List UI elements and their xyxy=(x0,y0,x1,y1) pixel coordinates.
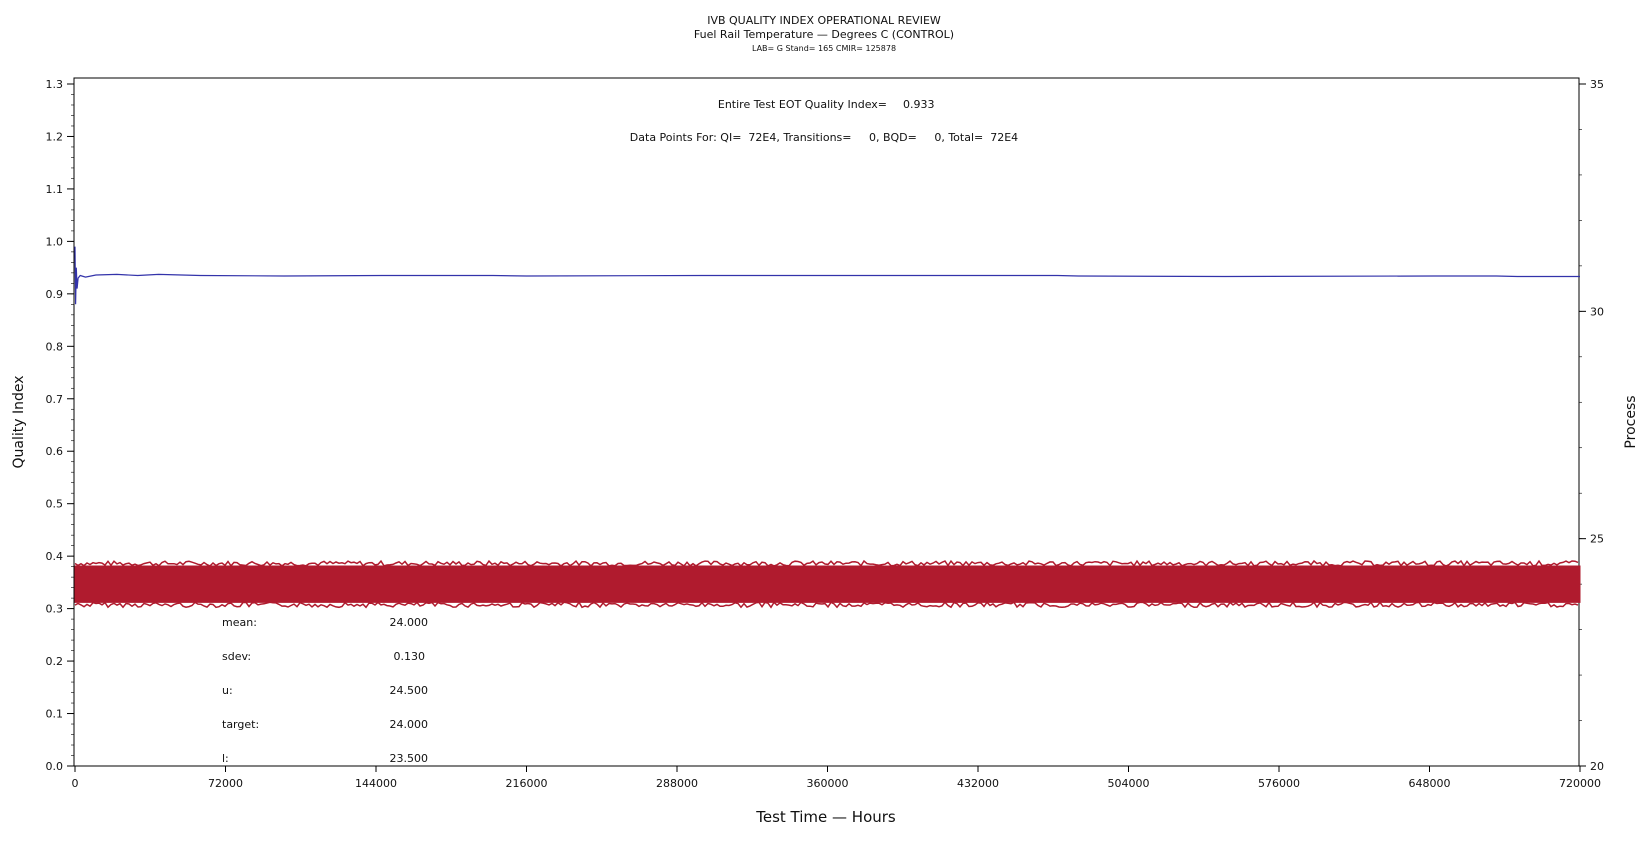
y-axis: 0.0 0.1 0.2 0.3 0.4 0.5 0.6 0.7 0.8 0.9 1.0 1.1 1.2 1… xyxy=(46,78,74,773)
chart-title: IVB QUALITY INDEX OPERATIONAL REVIEW xyxy=(707,14,941,27)
y-tick-label: 1.3 xyxy=(46,78,64,91)
stat-label-mean: mean: xyxy=(222,616,257,629)
x-tick-label: 720000 xyxy=(1559,777,1601,790)
y-tick-label: 0.4 xyxy=(46,550,64,563)
x-tick-label: 576000 xyxy=(1258,777,1300,790)
y2-tick-label: 35 xyxy=(1590,78,1604,91)
y-tick-label: 0.0 xyxy=(46,760,64,773)
stat-value-target: 24.000 xyxy=(390,718,429,731)
stat-value-sdev: 0.130 xyxy=(394,650,426,663)
stat-label-sdev: sdev: xyxy=(222,650,251,663)
stat-label-u: u: xyxy=(222,684,233,697)
stats-block: mean: 24.000 sdev: 0.130 u: 24.500 targe… xyxy=(222,616,428,765)
y-tick-label: 0.1 xyxy=(46,708,64,721)
quality-index-layer xyxy=(74,246,1580,305)
x-tick-label: 0 xyxy=(72,777,79,790)
plot-frame xyxy=(73,77,1580,767)
x-tick-label: 144000 xyxy=(355,777,397,790)
y-axis-label: Quality Index xyxy=(11,375,27,468)
data-points-text: Data Points For: QI= 72E4, Transitions= … xyxy=(630,131,1018,144)
y2-tick-label: 30 xyxy=(1590,305,1604,318)
chart-info: LAB= G Stand= 165 CMIR= 125878 xyxy=(752,44,896,53)
x-axis-label: Test Time — Hours xyxy=(755,808,896,826)
y-tick-label: 0.9 xyxy=(46,288,64,301)
process-band-lower-edge xyxy=(74,600,1579,609)
y2-tick-label: 20 xyxy=(1590,760,1604,773)
y2-tick-label: 25 xyxy=(1590,533,1604,546)
process-band xyxy=(74,565,1581,603)
x-tick-label: 648000 xyxy=(1409,777,1451,790)
y-tick-label: 0.5 xyxy=(46,498,64,511)
eot-label: Entire Test EOT Quality Index= xyxy=(718,98,887,111)
stat-value-mean: 24.000 xyxy=(390,616,429,629)
y-tick-label: 0.2 xyxy=(46,655,64,668)
x-tick-label: 360000 xyxy=(807,777,849,790)
eot-value: 0.933 xyxy=(903,98,935,111)
quality-index-line xyxy=(74,246,1580,305)
y2-axis: 20 25 30 35 xyxy=(1579,78,1604,773)
stat-label-l: l: xyxy=(222,752,229,765)
x-tick-label: 216000 xyxy=(506,777,548,790)
stat-value-l: 23.500 xyxy=(390,752,429,765)
stat-label-target: target: xyxy=(222,718,259,731)
stat-value-u: 24.500 xyxy=(390,684,429,697)
y-tick-label: 0.6 xyxy=(46,445,64,458)
x-tick-label: 288000 xyxy=(656,777,698,790)
y2-axis-label: Process xyxy=(1623,395,1639,448)
process-band-upper-edge xyxy=(74,559,1579,568)
y-tick-label: 1.2 xyxy=(46,130,64,143)
x-tick-label: 432000 xyxy=(957,777,999,790)
chart-subtitle: Fuel Rail Temperature — Degrees C (CONTR… xyxy=(694,28,954,41)
y-tick-label: 0.3 xyxy=(46,603,64,616)
x-tick-label: 504000 xyxy=(1108,777,1150,790)
x-axis: 0 72000 144000 216000 288000 360000 432000 5040… xyxy=(72,766,1601,790)
y-tick-label: 1.1 xyxy=(46,183,64,196)
process-band-layer xyxy=(74,559,1581,609)
x-tick-label: 72000 xyxy=(208,777,243,790)
y-tick-label: 1.0 xyxy=(46,235,64,248)
y-tick-label: 0.8 xyxy=(46,340,64,353)
y-tick-label: 0.7 xyxy=(46,393,64,406)
